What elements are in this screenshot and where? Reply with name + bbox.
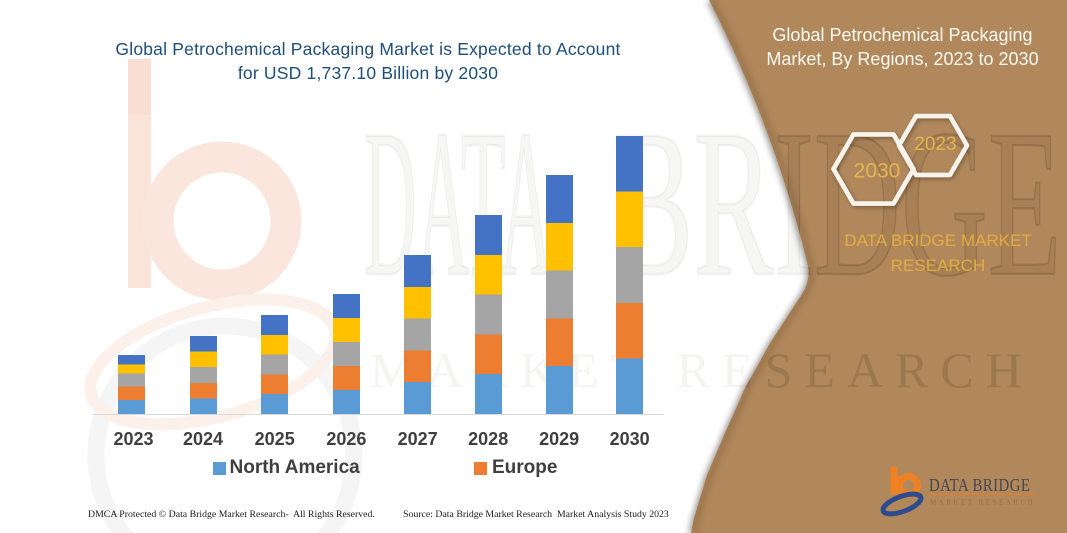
svg-text:DATA BRIDGE: DATA BRIDGE [929, 476, 1030, 495]
svg-text:2023: 2023 [914, 134, 956, 155]
svg-text:2030: 2030 [854, 160, 901, 183]
svg-text:MARKET RESEARCH: MARKET RESEARCH [930, 499, 1035, 507]
